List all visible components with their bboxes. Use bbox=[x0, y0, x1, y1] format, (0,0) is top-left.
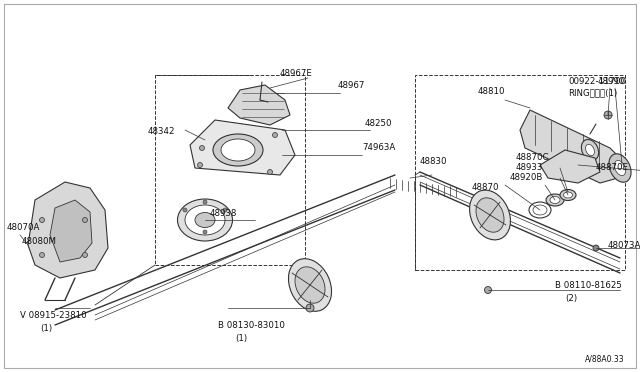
Polygon shape bbox=[190, 120, 295, 175]
Text: 48920B: 48920B bbox=[510, 173, 543, 183]
Ellipse shape bbox=[295, 267, 325, 303]
Ellipse shape bbox=[550, 196, 560, 203]
Bar bbox=[415, 75, 625, 270]
Ellipse shape bbox=[195, 212, 215, 228]
Text: 48933: 48933 bbox=[516, 164, 543, 173]
Text: 48870E: 48870E bbox=[596, 164, 629, 173]
Ellipse shape bbox=[200, 145, 205, 151]
Text: 48830: 48830 bbox=[420, 157, 447, 167]
Ellipse shape bbox=[593, 245, 599, 251]
Ellipse shape bbox=[289, 259, 332, 311]
Text: 74963A: 74963A bbox=[362, 144, 396, 153]
Ellipse shape bbox=[273, 132, 278, 138]
Ellipse shape bbox=[213, 134, 263, 166]
Text: B 08130-83010: B 08130-83010 bbox=[218, 321, 285, 330]
Text: 48967: 48967 bbox=[338, 80, 365, 90]
Ellipse shape bbox=[546, 194, 564, 206]
Polygon shape bbox=[540, 150, 600, 183]
Polygon shape bbox=[228, 85, 290, 125]
Text: 48870C: 48870C bbox=[516, 154, 550, 163]
Ellipse shape bbox=[221, 139, 255, 161]
Ellipse shape bbox=[560, 189, 576, 201]
Polygon shape bbox=[520, 110, 622, 183]
Ellipse shape bbox=[183, 208, 187, 212]
Text: (1): (1) bbox=[235, 334, 247, 343]
Ellipse shape bbox=[177, 199, 232, 241]
Ellipse shape bbox=[185, 205, 225, 235]
Ellipse shape bbox=[203, 200, 207, 204]
Text: 48810: 48810 bbox=[478, 87, 506, 96]
Ellipse shape bbox=[581, 140, 598, 161]
Text: A/88A0.33: A/88A0.33 bbox=[586, 355, 625, 364]
Text: 48070A: 48070A bbox=[7, 224, 40, 232]
Ellipse shape bbox=[586, 144, 595, 156]
Text: (1): (1) bbox=[40, 324, 52, 333]
Text: 48990: 48990 bbox=[598, 77, 625, 87]
Ellipse shape bbox=[484, 286, 492, 294]
Ellipse shape bbox=[268, 170, 273, 174]
Ellipse shape bbox=[198, 163, 202, 167]
Ellipse shape bbox=[563, 192, 573, 198]
Ellipse shape bbox=[83, 218, 88, 222]
Text: 48250: 48250 bbox=[365, 119, 392, 128]
Text: 00922-11700: 00922-11700 bbox=[568, 77, 626, 87]
Ellipse shape bbox=[604, 111, 612, 119]
Polygon shape bbox=[28, 182, 108, 278]
Ellipse shape bbox=[476, 198, 504, 232]
Ellipse shape bbox=[40, 253, 45, 257]
Text: 48073A: 48073A bbox=[608, 241, 640, 250]
Text: B 08110-81625: B 08110-81625 bbox=[555, 280, 622, 289]
Text: V 08915-23810: V 08915-23810 bbox=[20, 311, 86, 320]
Text: (2): (2) bbox=[565, 294, 577, 302]
Polygon shape bbox=[50, 200, 92, 262]
Ellipse shape bbox=[306, 304, 314, 312]
Text: 48870: 48870 bbox=[472, 183, 499, 192]
Text: 48080M: 48080M bbox=[22, 237, 57, 247]
Ellipse shape bbox=[40, 218, 45, 222]
Bar bbox=[155, 75, 305, 265]
Text: 48938: 48938 bbox=[210, 208, 237, 218]
Ellipse shape bbox=[614, 160, 626, 176]
Ellipse shape bbox=[223, 208, 227, 212]
Text: 48342: 48342 bbox=[148, 128, 175, 137]
Ellipse shape bbox=[83, 253, 88, 257]
Text: 48967E: 48967E bbox=[280, 68, 313, 77]
Ellipse shape bbox=[203, 230, 207, 234]
Text: RINGリング(1): RINGリング(1) bbox=[568, 89, 617, 97]
Ellipse shape bbox=[609, 154, 631, 182]
Ellipse shape bbox=[470, 190, 511, 240]
